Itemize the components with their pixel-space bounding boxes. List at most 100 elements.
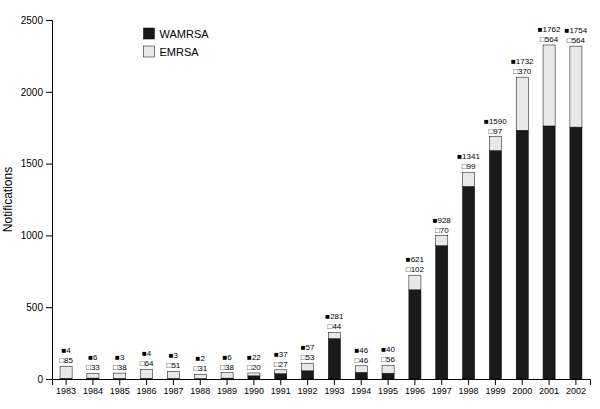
data-label: ■1732 [511, 57, 534, 66]
bar [328, 339, 340, 379]
bar [570, 46, 582, 127]
x-tick-mark [495, 379, 496, 385]
bar [516, 77, 528, 130]
x-tick-label: 2002 [566, 386, 586, 396]
y-axis: 05001000150020002500 [21, 15, 53, 385]
y-tick-label: 1000 [21, 230, 44, 241]
bar [141, 369, 153, 378]
x-tick: 1984 [83, 379, 103, 396]
bar [302, 363, 314, 371]
x-tick-mark [146, 379, 147, 385]
legend-swatch [143, 46, 154, 57]
legend-label: WAMRSA [159, 28, 209, 40]
bar [489, 137, 501, 151]
data-label: □46 [354, 356, 368, 365]
x-tick-mark [361, 379, 362, 385]
bar [248, 376, 260, 379]
y-tick-mark [46, 164, 52, 165]
data-label: □38 [113, 363, 127, 372]
y-tick-label: 0 [37, 374, 43, 385]
data-label: □38 [220, 363, 234, 372]
y-tick-label: 2000 [21, 87, 44, 98]
y-tick-mark [46, 92, 52, 93]
x-tick-mark [575, 379, 576, 385]
bar [87, 373, 99, 378]
data-label: ■1341 [457, 152, 480, 161]
bar [248, 373, 260, 376]
data-label: □97 [489, 127, 503, 136]
x-tick-label: 1993 [324, 386, 344, 396]
data-label: □70 [435, 226, 449, 235]
x-tick-label: 2001 [539, 386, 559, 396]
x-tick: 2002 [566, 379, 586, 396]
x-tick: 1989 [217, 379, 237, 396]
x-tick-label: 1989 [217, 386, 237, 396]
x-tick-label: 1990 [244, 386, 264, 396]
y-tick-mark [46, 379, 52, 380]
bar [543, 126, 555, 379]
x-tick-mark [66, 379, 67, 385]
data-label: ■37 [274, 350, 288, 359]
series [60, 45, 582, 379]
x-tick-label: 2000 [512, 386, 532, 396]
data-label: ■1590 [484, 117, 507, 126]
x-tick: 1992 [298, 379, 318, 396]
legend-swatch [143, 28, 154, 39]
x-tick-mark [227, 379, 228, 385]
x-tick-mark [119, 379, 120, 385]
bar [275, 370, 287, 374]
data-label: □102 [406, 265, 425, 274]
x-tick-label: 1992 [298, 386, 318, 396]
bar [114, 373, 126, 378]
bar [355, 366, 367, 373]
x-tick: 1983 [56, 379, 76, 396]
data-label: □64 [140, 359, 154, 368]
data-label: □56 [381, 355, 395, 364]
legend-label: EMRSA [159, 46, 199, 58]
x-tick-mark [200, 379, 201, 385]
x-axis: 1983198419851986198719881989199019911992… [53, 379, 591, 396]
y-axis-line [46, 21, 53, 380]
x-tick-label: 1999 [485, 386, 505, 396]
legend: WAMRSA EMRSA [143, 28, 209, 58]
x-tick-label: 1998 [459, 386, 479, 396]
legend-item: EMRSA [143, 46, 199, 58]
x-tick-label: 1985 [110, 386, 130, 396]
bar [382, 365, 394, 373]
x-tick: 1999 [485, 379, 505, 396]
data-label: □370 [513, 67, 532, 76]
data-label: □31 [193, 364, 207, 373]
x-tick-label: 1987 [163, 386, 183, 396]
x-tick: 1987 [163, 379, 183, 396]
x-tick: 2000 [512, 379, 532, 396]
x-tick-label: 1994 [351, 386, 371, 396]
y-tick-mark [46, 20, 52, 21]
bars [60, 45, 582, 379]
bar [355, 372, 367, 379]
x-tick-mark [522, 379, 523, 385]
data-label: □564 [567, 36, 586, 45]
data-label: ■22 [247, 353, 261, 362]
bar [543, 45, 555, 126]
x-tick: 1991 [271, 379, 291, 396]
x-tick-mark [388, 379, 389, 385]
x-tick-label: 1991 [271, 386, 291, 396]
x-tick: 1985 [110, 379, 130, 396]
bar [436, 246, 448, 379]
x-tick-label: 1984 [83, 386, 103, 396]
x-tick-mark [468, 379, 469, 385]
x-tick: 1998 [459, 379, 479, 396]
data-label: □564 [540, 35, 559, 44]
data-label: ■3 [115, 353, 125, 362]
x-axis-line [53, 380, 591, 386]
x-tick: 1997 [432, 379, 452, 396]
bar [489, 151, 501, 379]
x-tick: 1990 [244, 379, 264, 396]
data-label: □85 [59, 356, 73, 365]
y-tick-mark [46, 235, 52, 236]
data-label: ■2 [196, 354, 206, 363]
bar [436, 236, 448, 246]
data-label: ■6 [88, 353, 98, 362]
bar [382, 373, 394, 379]
bar [409, 275, 421, 290]
